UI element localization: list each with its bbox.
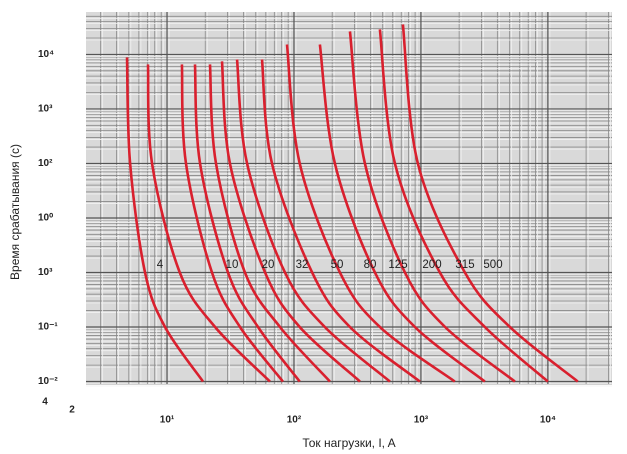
fuse-curve bbox=[125, 57, 205, 383]
curve-label: 500 bbox=[483, 259, 502, 271]
corner-label: 4 bbox=[42, 397, 48, 408]
y-tick-label: 10³ bbox=[38, 267, 53, 278]
fuse-curve bbox=[348, 31, 516, 383]
y-tick-label: 10³ bbox=[38, 104, 53, 115]
curve-label: 10 bbox=[226, 259, 239, 271]
x-tick-label: 10² bbox=[287, 415, 302, 426]
fuse-curve bbox=[193, 64, 301, 383]
fuse-curve bbox=[401, 24, 579, 383]
curve-label: 32 bbox=[296, 259, 309, 271]
x-tick-label: 10³ bbox=[414, 415, 429, 426]
curve-label: 200 bbox=[422, 259, 441, 271]
fuse-curve bbox=[220, 61, 361, 383]
x-tick-label: 10⁴ bbox=[540, 415, 556, 426]
corner-label: 2 bbox=[69, 405, 75, 416]
curve-label: 125 bbox=[388, 259, 407, 271]
fuse-curve bbox=[378, 29, 549, 383]
y-tick-label: 10² bbox=[38, 158, 53, 169]
fuse-curve bbox=[146, 64, 271, 383]
fuse-curve bbox=[180, 64, 284, 383]
plot-area bbox=[86, 12, 612, 384]
x-axis-title: Ток нагрузки, I, A bbox=[302, 436, 395, 450]
y-tick-label: 10⁻² bbox=[38, 376, 58, 387]
y-tick-label: 10⁰ bbox=[38, 213, 53, 224]
fuse-curve bbox=[260, 59, 421, 383]
curve-label: 4 bbox=[157, 259, 164, 271]
y-tick-label: 10⁴ bbox=[38, 49, 54, 60]
curve-label: 315 bbox=[455, 259, 474, 271]
x-tick-label: 10¹ bbox=[160, 415, 175, 426]
curve-label: 80 bbox=[364, 259, 377, 271]
curve-label: 50 bbox=[331, 259, 344, 271]
y-tick-label: 10⁻¹ bbox=[38, 322, 58, 333]
fuse-curve bbox=[285, 44, 456, 383]
fuse-curve bbox=[318, 44, 486, 383]
curve-label: 20 bbox=[262, 259, 275, 271]
fuse-curve bbox=[235, 59, 391, 383]
y-axis-title: Время срабатывания (с) bbox=[8, 144, 22, 280]
fuse-curve bbox=[208, 64, 331, 383]
